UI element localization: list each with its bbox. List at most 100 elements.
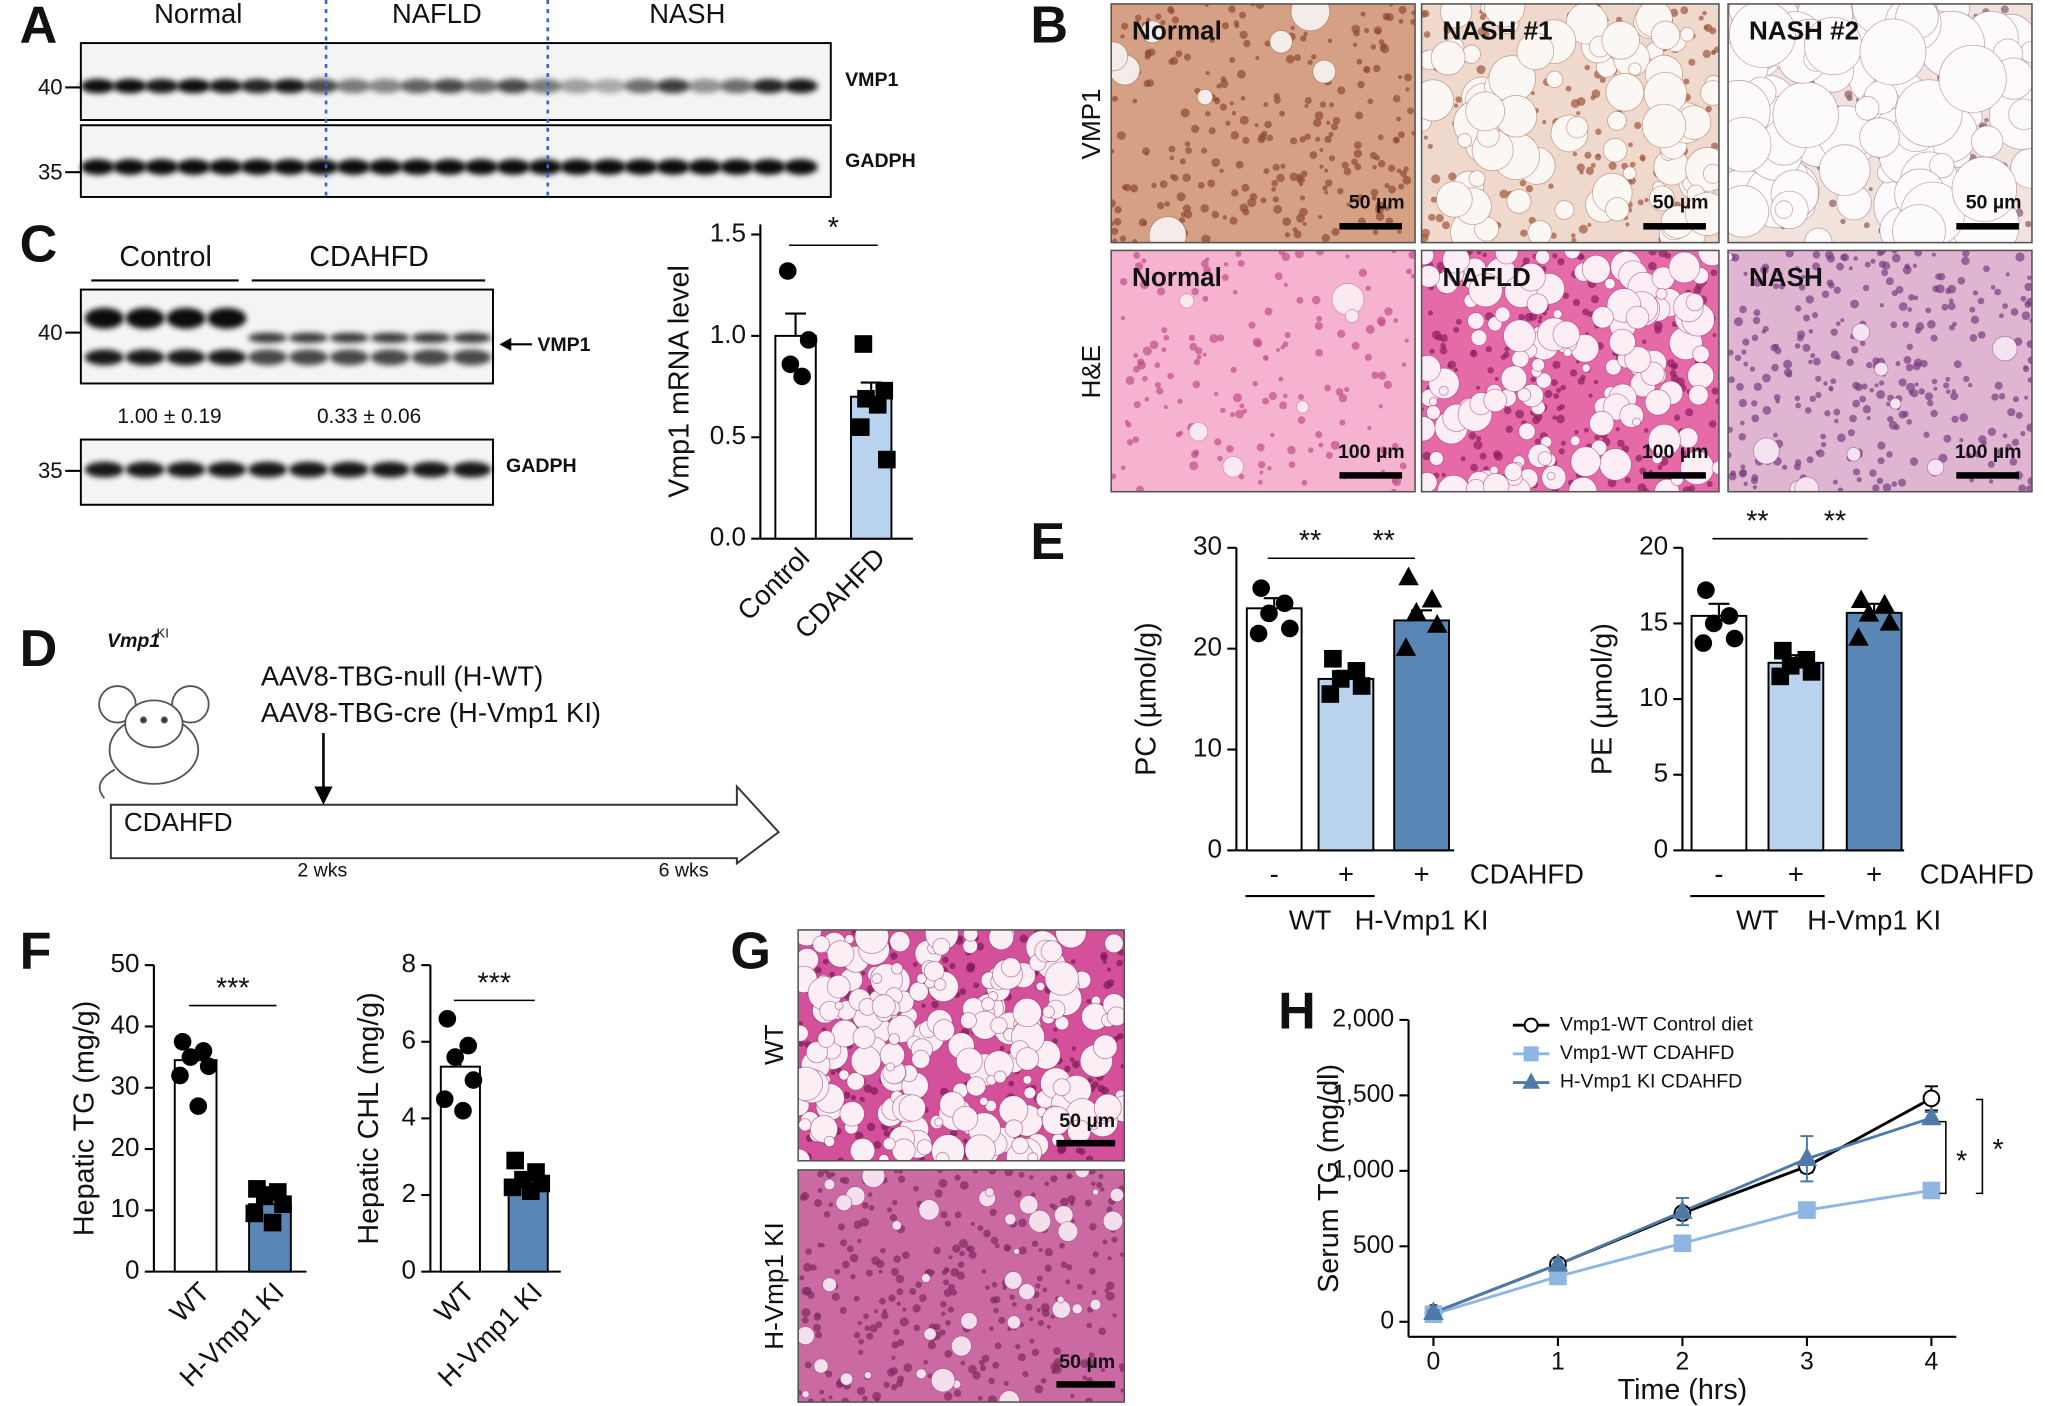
nucleus (2020, 431, 2026, 437)
nucleus (1907, 307, 1913, 312)
nucleus (1891, 250, 1898, 254)
lane-label: NAFLD (392, 0, 482, 29)
nucleus (1782, 464, 1788, 470)
nucleus (1742, 338, 1750, 346)
vacuole (1641, 103, 1687, 149)
vacuole (1846, 447, 1861, 462)
vacuole (1687, 362, 1715, 390)
vacuole (885, 1062, 895, 1072)
nucleus (1869, 387, 1875, 393)
nucleus (1050, 1175, 1058, 1183)
data-point (1324, 649, 1342, 668)
nucleus (1044, 1181, 1050, 1187)
blot-band (248, 461, 288, 478)
nucleus (1371, 371, 1379, 379)
nucleus (1751, 474, 1759, 482)
nucleus (1175, 50, 1183, 58)
nucleus (870, 1087, 879, 1095)
nucleus (1685, 408, 1694, 417)
nucleus (1311, 295, 1321, 305)
nucleus (896, 1288, 904, 1296)
nucleus (1113, 217, 1122, 226)
panel-label: G (730, 922, 771, 980)
nucleus (1550, 379, 1558, 386)
vacuole (1056, 1295, 1065, 1304)
nucleus (1273, 96, 1281, 104)
nucleus (1169, 155, 1175, 161)
nucleus (856, 1386, 866, 1396)
nucleus (1961, 256, 1970, 266)
nucleus (1872, 357, 1880, 365)
vacuole (1438, 385, 1449, 396)
vacuole (1608, 328, 1636, 356)
mw-marker: 40 (38, 75, 63, 100)
nucleus (1579, 170, 1584, 175)
data-point (1850, 589, 1872, 608)
significance-label: ** (1373, 525, 1395, 557)
nucleus (1903, 356, 1912, 364)
nucleus (814, 1199, 823, 1208)
nucleus (1229, 101, 1234, 106)
nucleus (1388, 164, 1396, 172)
nucleus (1969, 306, 1976, 313)
nucleus (1625, 222, 1630, 227)
panel-label: D (20, 620, 58, 678)
nucleus (1537, 319, 1542, 324)
nucleus (1254, 123, 1259, 128)
vacuole (1668, 251, 1701, 284)
data-point (778, 262, 797, 280)
mouse-tail (98, 768, 116, 799)
nucleus (1080, 1359, 1090, 1369)
vacuole (1511, 349, 1530, 368)
nucleus (846, 1245, 854, 1253)
nucleus (1378, 371, 1387, 380)
nucleus (1925, 307, 1932, 314)
nucleus (1255, 3, 1265, 9)
blot-band (464, 159, 499, 175)
nucleus (1367, 425, 1372, 431)
nucleus (1170, 173, 1176, 180)
nucleus (1211, 210, 1220, 219)
data-point (522, 1182, 540, 1200)
x-tick-label: + (1788, 859, 1804, 890)
vacuole (1859, 18, 1927, 86)
nucleus (1795, 305, 1802, 312)
nucleus (1356, 58, 1363, 65)
blot-band (496, 159, 531, 175)
nucleus (1887, 415, 1894, 423)
panel-label: H (1278, 982, 1316, 1040)
nucleus (839, 1306, 847, 1315)
nucleus (1485, 345, 1492, 353)
nucleus (1949, 324, 1955, 331)
panel-label: E (1030, 513, 1065, 571)
nucleus (1275, 347, 1280, 352)
nucleus (972, 1169, 978, 1174)
nucleus (891, 1341, 899, 1349)
y-axis-label: PE (µmol/g) (1587, 623, 1619, 775)
vacuole (1569, 435, 1581, 447)
nucleus (1216, 334, 1225, 342)
nucleus (977, 1225, 984, 1232)
nucleus (1041, 1309, 1050, 1318)
nucleus (1639, 154, 1646, 161)
blot-band (368, 78, 403, 94)
nucleus (1441, 472, 1446, 477)
nucleus (1229, 216, 1238, 225)
nucleus (1354, 163, 1362, 171)
nucleus (1280, 163, 1286, 169)
nucleus (1121, 22, 1129, 30)
nucleus (1044, 1248, 1054, 1257)
nucleus (1411, 130, 1416, 136)
nucleus (1364, 353, 1372, 361)
nucleus (957, 1261, 965, 1268)
nucleus (1473, 440, 1483, 450)
nucleus (881, 1311, 889, 1320)
nucleus (1398, 18, 1404, 24)
nucleus (1214, 438, 1222, 446)
error-bar (785, 312, 807, 336)
mouse-label: Vmp1 (107, 630, 160, 652)
nucleus (1116, 959, 1123, 967)
nucleus (1752, 485, 1758, 490)
vacuole (1951, 156, 2017, 222)
vacuole (863, 1371, 872, 1380)
